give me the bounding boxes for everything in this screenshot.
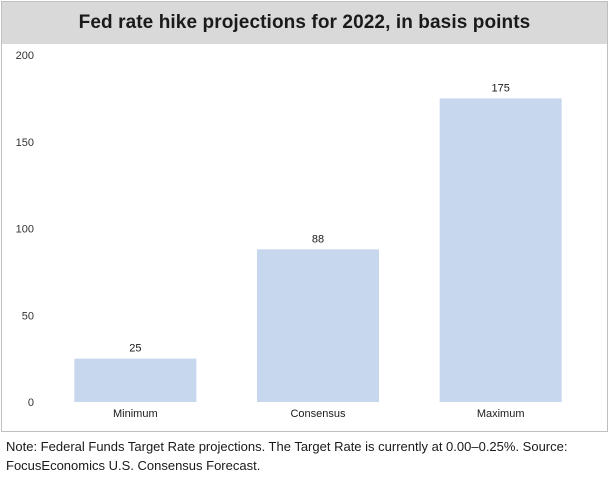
chart-title-bar: Fed rate hike projections for 2022, in b… [2,2,607,44]
x-tick-label: Maximum [477,408,525,420]
data-label: 175 [491,82,509,94]
x-tick-label: Consensus [290,408,346,420]
y-tick-label: 50 [22,310,34,322]
y-tick-label: 200 [16,50,34,62]
bar-chart: 0 50 100 150 200 25 Minimum 88 Consensus 175 Maxim… [16,50,562,420]
bar-maximum [439,98,562,402]
chart-note: Note: Federal Funds Target Rate projecti… [6,439,568,473]
data-label: 25 [129,343,141,355]
bar-consensus [257,249,379,402]
y-tick-label: 0 [28,397,34,409]
y-tick-label: 150 [16,137,34,149]
chart-frame: Fed rate hike projections for 2022, in b… [1,1,608,432]
y-tick-label: 100 [16,224,34,236]
data-label: 88 [312,233,324,245]
x-tick-label: Minimum [113,408,158,420]
chart-title: Fed rate hike projections for 2022, in b… [78,12,531,33]
bar-minimum [74,358,197,402]
